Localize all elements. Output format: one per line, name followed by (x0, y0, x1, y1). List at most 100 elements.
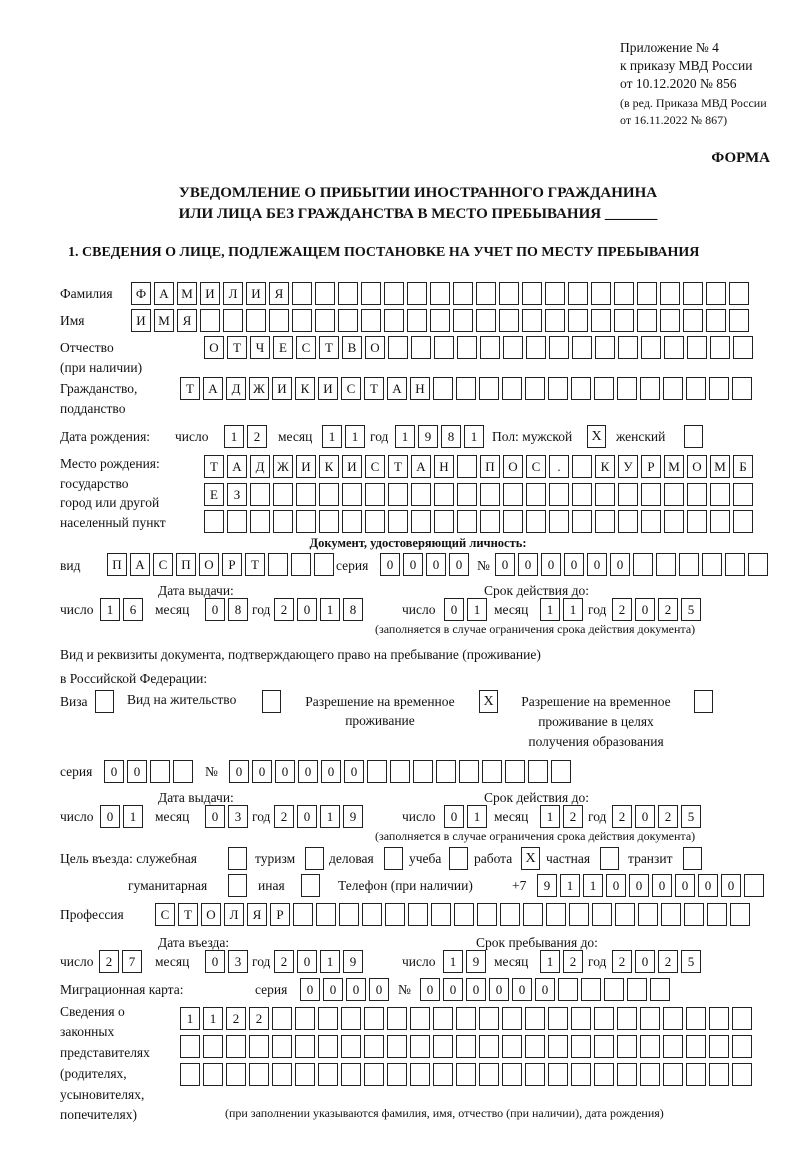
temp-permit-edu-label: получения образования (528, 734, 664, 749)
char-cell (293, 903, 313, 926)
char-cell: 8 (343, 598, 363, 621)
char-cell (640, 1035, 660, 1058)
char-cell: 0 (564, 553, 584, 576)
temp-permit-checkbox: X (479, 690, 498, 713)
month-label: месяц (155, 809, 190, 824)
char-cell: 5 (681, 950, 701, 973)
char-cell (618, 336, 638, 359)
char-cell (273, 510, 293, 533)
char-cell: 0 (495, 553, 515, 576)
char-cell (732, 1063, 752, 1086)
char-cell (342, 510, 362, 533)
char-cell (173, 760, 193, 783)
legal-reps-label: попечителях) (60, 1107, 137, 1122)
char-cell (684, 903, 704, 926)
char-cell: Б (733, 455, 753, 478)
char-cell: 1 (320, 950, 340, 973)
char-cell (319, 510, 339, 533)
char-cell: И (318, 377, 338, 400)
temp-permit-edu-checkbox (694, 690, 713, 713)
month-label: месяц (155, 602, 190, 617)
char-cell (457, 510, 477, 533)
char-cell: Ч (250, 336, 270, 359)
char-cell: У (618, 455, 638, 478)
char-cell: 1 (540, 950, 560, 973)
char-cell (272, 1007, 292, 1030)
char-cell (407, 309, 427, 332)
char-cell (568, 282, 588, 305)
char-cell (733, 336, 753, 359)
char-cell: Л (223, 282, 243, 305)
char-cell (710, 336, 730, 359)
char-cell (456, 1007, 476, 1030)
char-cell: 7 (122, 950, 142, 973)
char-cell (733, 510, 753, 533)
char-cell: А (130, 553, 150, 576)
char-cell (709, 1007, 729, 1030)
birthplace-row-3 (204, 510, 753, 533)
char-cell: Я (247, 903, 267, 926)
char-cell (702, 553, 722, 576)
char-cell: Я (269, 282, 289, 305)
char-cell: 0 (127, 760, 147, 783)
char-cell: 0 (420, 978, 440, 1001)
char-cell (365, 483, 385, 506)
char-cell (502, 377, 522, 400)
char-cell (545, 309, 565, 332)
char-cell: 1 (560, 874, 580, 897)
char-cell (686, 1007, 706, 1030)
char-cell (150, 760, 170, 783)
edition-line: (в ред. Приказа МВД России (620, 96, 767, 110)
char-cell (732, 1035, 752, 1058)
char-cell: 1 (320, 598, 340, 621)
char-cell: 2 (658, 805, 678, 828)
char-cell (548, 1063, 568, 1086)
char-cell: М (154, 309, 174, 332)
char-cell: 0 (323, 978, 343, 1001)
char-cell (411, 483, 431, 506)
char-cell (663, 377, 683, 400)
char-cell (683, 282, 703, 305)
birthplace-label: город или другой (60, 495, 160, 510)
char-cell (433, 377, 453, 400)
month-label: месяц (494, 602, 529, 617)
month-label: месяц (494, 809, 529, 824)
char-cell: Р (270, 903, 290, 926)
char-cell (388, 336, 408, 359)
char-cell: 0 (512, 978, 532, 1001)
char-cell: М (664, 455, 684, 478)
char-cell: К (319, 455, 339, 478)
char-cell (315, 282, 335, 305)
char-cell: 0 (698, 874, 718, 897)
char-cell: М (177, 282, 197, 305)
purpose-business-checkbox (384, 847, 403, 870)
char-cell (572, 455, 592, 478)
series-label: серия (60, 764, 93, 779)
char-cell (709, 377, 729, 400)
char-cell: О (201, 903, 221, 926)
char-cell (640, 377, 660, 400)
char-cell: 9 (343, 950, 363, 973)
char-cell (707, 903, 727, 926)
char-cell (525, 1063, 545, 1086)
appendix-line: Приложение № 4 (620, 40, 719, 55)
char-cell: 3 (228, 950, 248, 973)
char-cell (545, 282, 565, 305)
char-cell (250, 483, 270, 506)
char-cell (594, 1063, 614, 1086)
char-cell (388, 510, 408, 533)
char-cell: 0 (444, 805, 464, 828)
char-cell: 0 (252, 760, 272, 783)
char-cell: В (342, 336, 362, 359)
char-cell (549, 336, 569, 359)
char-cell (390, 760, 410, 783)
char-cell (595, 510, 615, 533)
char-cell: 0 (346, 978, 366, 1001)
